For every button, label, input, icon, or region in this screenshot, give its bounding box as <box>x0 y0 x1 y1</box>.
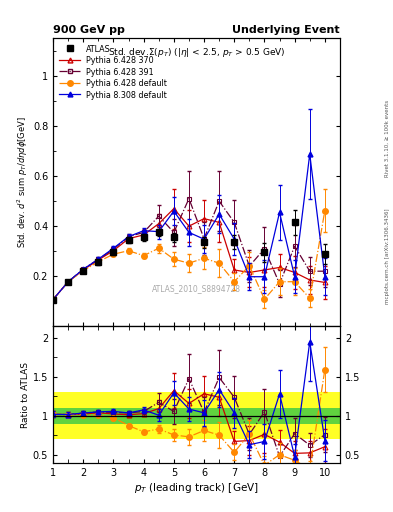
X-axis label: $p_T$ (leading track) [GeV]: $p_T$ (leading track) [GeV] <box>134 481 259 495</box>
Y-axis label: Std. dev. $d^2$ sum $p_T/d\eta d\phi$[GeV]: Std. dev. $d^2$ sum $p_T/d\eta d\phi$[Ge… <box>16 116 30 248</box>
Text: Underlying Event: Underlying Event <box>232 25 340 35</box>
Y-axis label: Ratio to ATLAS: Ratio to ATLAS <box>21 362 30 428</box>
Text: Std. dev.$\Sigma(p_T)$ ($|\eta|$ < 2.5, $p_T$ > 0.5 GeV): Std. dev.$\Sigma(p_T)$ ($|\eta|$ < 2.5, … <box>108 46 285 58</box>
Text: mcplots.cern.ch [arXiv:1306.3436]: mcplots.cern.ch [arXiv:1306.3436] <box>385 208 390 304</box>
Text: ATLAS_2010_S8894728: ATLAS_2010_S8894728 <box>152 284 241 293</box>
Text: Rivet 3.1.10, ≥ 100k events: Rivet 3.1.10, ≥ 100k events <box>385 100 390 177</box>
Legend: ATLAS, Pythia 6.428 370, Pythia 6.428 391, Pythia 6.428 default, Pythia 8.308 de: ATLAS, Pythia 6.428 370, Pythia 6.428 39… <box>57 42 169 102</box>
Text: 900 GeV pp: 900 GeV pp <box>53 25 125 35</box>
